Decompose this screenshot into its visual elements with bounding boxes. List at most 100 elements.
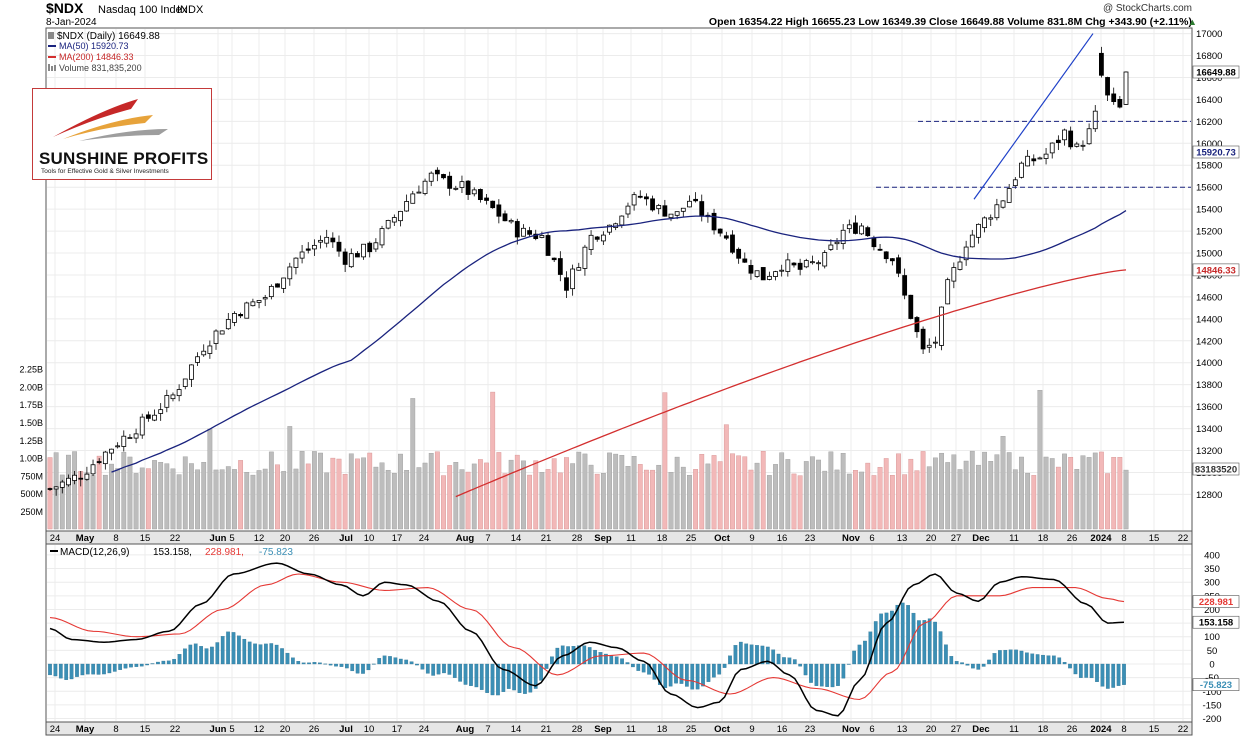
volume-bar (557, 472, 563, 530)
macd-hist-bar (625, 662, 630, 665)
macd-hist-bar (496, 663, 500, 696)
macd-x-tick-label: 24 (50, 724, 61, 735)
watermark: @ StockCharts.com (1103, 3, 1192, 14)
candle-body (1019, 162, 1024, 178)
candle-body (865, 227, 871, 237)
macd-hist-bar (129, 663, 133, 668)
macd-x-tick-label: 11 (626, 724, 636, 735)
x-tick-label: 16 (777, 533, 788, 544)
volume-bar (926, 466, 932, 530)
macd-hist-bar (604, 653, 608, 665)
macd-hist-bar (695, 663, 700, 690)
moving-averages (111, 33, 1191, 498)
macd-hist-bar (544, 663, 549, 669)
candle-body (133, 433, 139, 439)
volume-bar (963, 460, 969, 530)
volume-tick-label: 500M (20, 489, 43, 499)
candle-body (699, 201, 705, 217)
x-tick-label: 7 (485, 533, 490, 544)
volume-bar (133, 473, 139, 530)
volume-bar (189, 463, 194, 530)
volume-tick-label: 1.75B (19, 400, 43, 410)
volume-bar (760, 450, 766, 530)
candles (47, 46, 1129, 496)
volume-bar (736, 455, 742, 530)
macd-hist-bar (684, 663, 689, 687)
macd-hist-bar (85, 663, 90, 675)
macd-tag-box (1192, 615, 1240, 629)
macd-hist-bar (674, 663, 678, 684)
candle-body (508, 220, 514, 223)
macd-hist-bar (1095, 663, 1099, 682)
volume-bar (47, 457, 53, 530)
macd-tick-label: 50 (1207, 646, 1218, 657)
price-tick-label: 12800 (1196, 490, 1222, 501)
candle-body (281, 277, 287, 289)
macd-hist-bar (1105, 663, 1110, 689)
price-tick-label: 16000 (1196, 139, 1222, 150)
volume-bar (600, 473, 606, 530)
volume-bar (404, 470, 410, 530)
macd-hist-bar (1051, 655, 1056, 665)
macd-hist-bar (382, 655, 387, 665)
volume-bar (545, 469, 551, 530)
volume-bar (803, 461, 809, 530)
price-tick-label: 14200 (1196, 336, 1222, 347)
candle-body (367, 242, 373, 253)
macd-hist-bar (987, 659, 991, 665)
macd-x-tick-label: 18 (657, 724, 668, 735)
macd-hist-bar (420, 663, 425, 670)
volume-bar (182, 456, 188, 530)
volume-bar (797, 475, 803, 530)
axes: 2424MayMay8815152222JunJun55121220202626… (19, 29, 1240, 735)
x-tick-label: 11 (1009, 533, 1019, 544)
volume-bar (471, 463, 477, 530)
candle-body (656, 205, 662, 210)
x-tick-label: 15 (1149, 533, 1160, 544)
candle-body (582, 246, 588, 269)
price-tick-label: 15800 (1196, 161, 1222, 172)
volume-bar (754, 462, 760, 530)
macd-plot (48, 562, 1126, 717)
hist-value: -75.823 (259, 547, 293, 558)
macd-hist-bar (738, 641, 743, 665)
candle-body (1055, 139, 1061, 143)
sunshine-profits-logo: SUNSHINE PROFITS Tools for Effective Gol… (32, 88, 212, 180)
legend-price: $NDX (Daily) 16649.88 (57, 31, 160, 42)
candle-body (293, 257, 299, 268)
candle-body (846, 224, 852, 230)
macd-hist-bar (1003, 649, 1008, 665)
x-tick-label: 25 (686, 533, 697, 544)
price-tick-label: 14000 (1196, 358, 1222, 369)
legend-volume: Volume 831,835,200 (59, 63, 142, 73)
macd-hist-bar (868, 631, 873, 665)
macd-hist-bar (1084, 663, 1089, 678)
candle-body (650, 198, 655, 211)
volume-bar (871, 475, 877, 530)
candle-body (988, 217, 994, 220)
volume-bar (1000, 436, 1006, 530)
macd-hist-bar (998, 650, 1002, 665)
macd-x-tick-label: 22 (1178, 724, 1189, 735)
volume-bar (840, 452, 846, 530)
macd-x-tick-label: 6 (869, 724, 874, 735)
macd-hist-bar (690, 663, 695, 690)
macd-x-tick-label: 25 (686, 724, 697, 735)
candle-body (514, 221, 520, 238)
grid-lines (47, 29, 1191, 721)
macd-x-tick-label: May (76, 724, 95, 735)
macd-hist-bar (1019, 650, 1024, 665)
candle-body (47, 488, 53, 490)
macd-tick-label: 400 (1204, 550, 1220, 561)
macd-hist-bar (927, 618, 932, 665)
candle-body (490, 200, 496, 209)
x-tick-label: 22 (1178, 533, 1189, 544)
macd-hist-bar (166, 660, 171, 665)
macd-tick-label: 300 (1204, 578, 1220, 589)
volume-bar (201, 462, 207, 530)
macd-hist-bar (371, 663, 376, 665)
macd-hist-bar (436, 663, 441, 675)
candle-body (600, 234, 606, 242)
macd-hist-bar (620, 658, 624, 665)
macd-tick-label: -150 (1202, 700, 1221, 711)
